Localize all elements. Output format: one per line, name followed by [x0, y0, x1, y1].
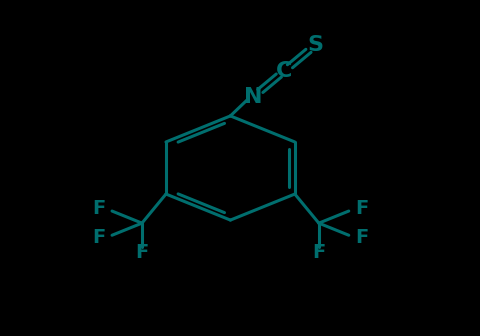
Text: C: C: [276, 61, 293, 81]
Text: F: F: [312, 243, 325, 262]
Text: F: F: [92, 199, 105, 218]
Text: F: F: [356, 199, 369, 218]
Text: F: F: [356, 228, 369, 247]
Text: N: N: [244, 87, 263, 107]
Text: F: F: [92, 228, 105, 247]
Text: S: S: [307, 35, 323, 55]
Text: F: F: [135, 243, 149, 262]
